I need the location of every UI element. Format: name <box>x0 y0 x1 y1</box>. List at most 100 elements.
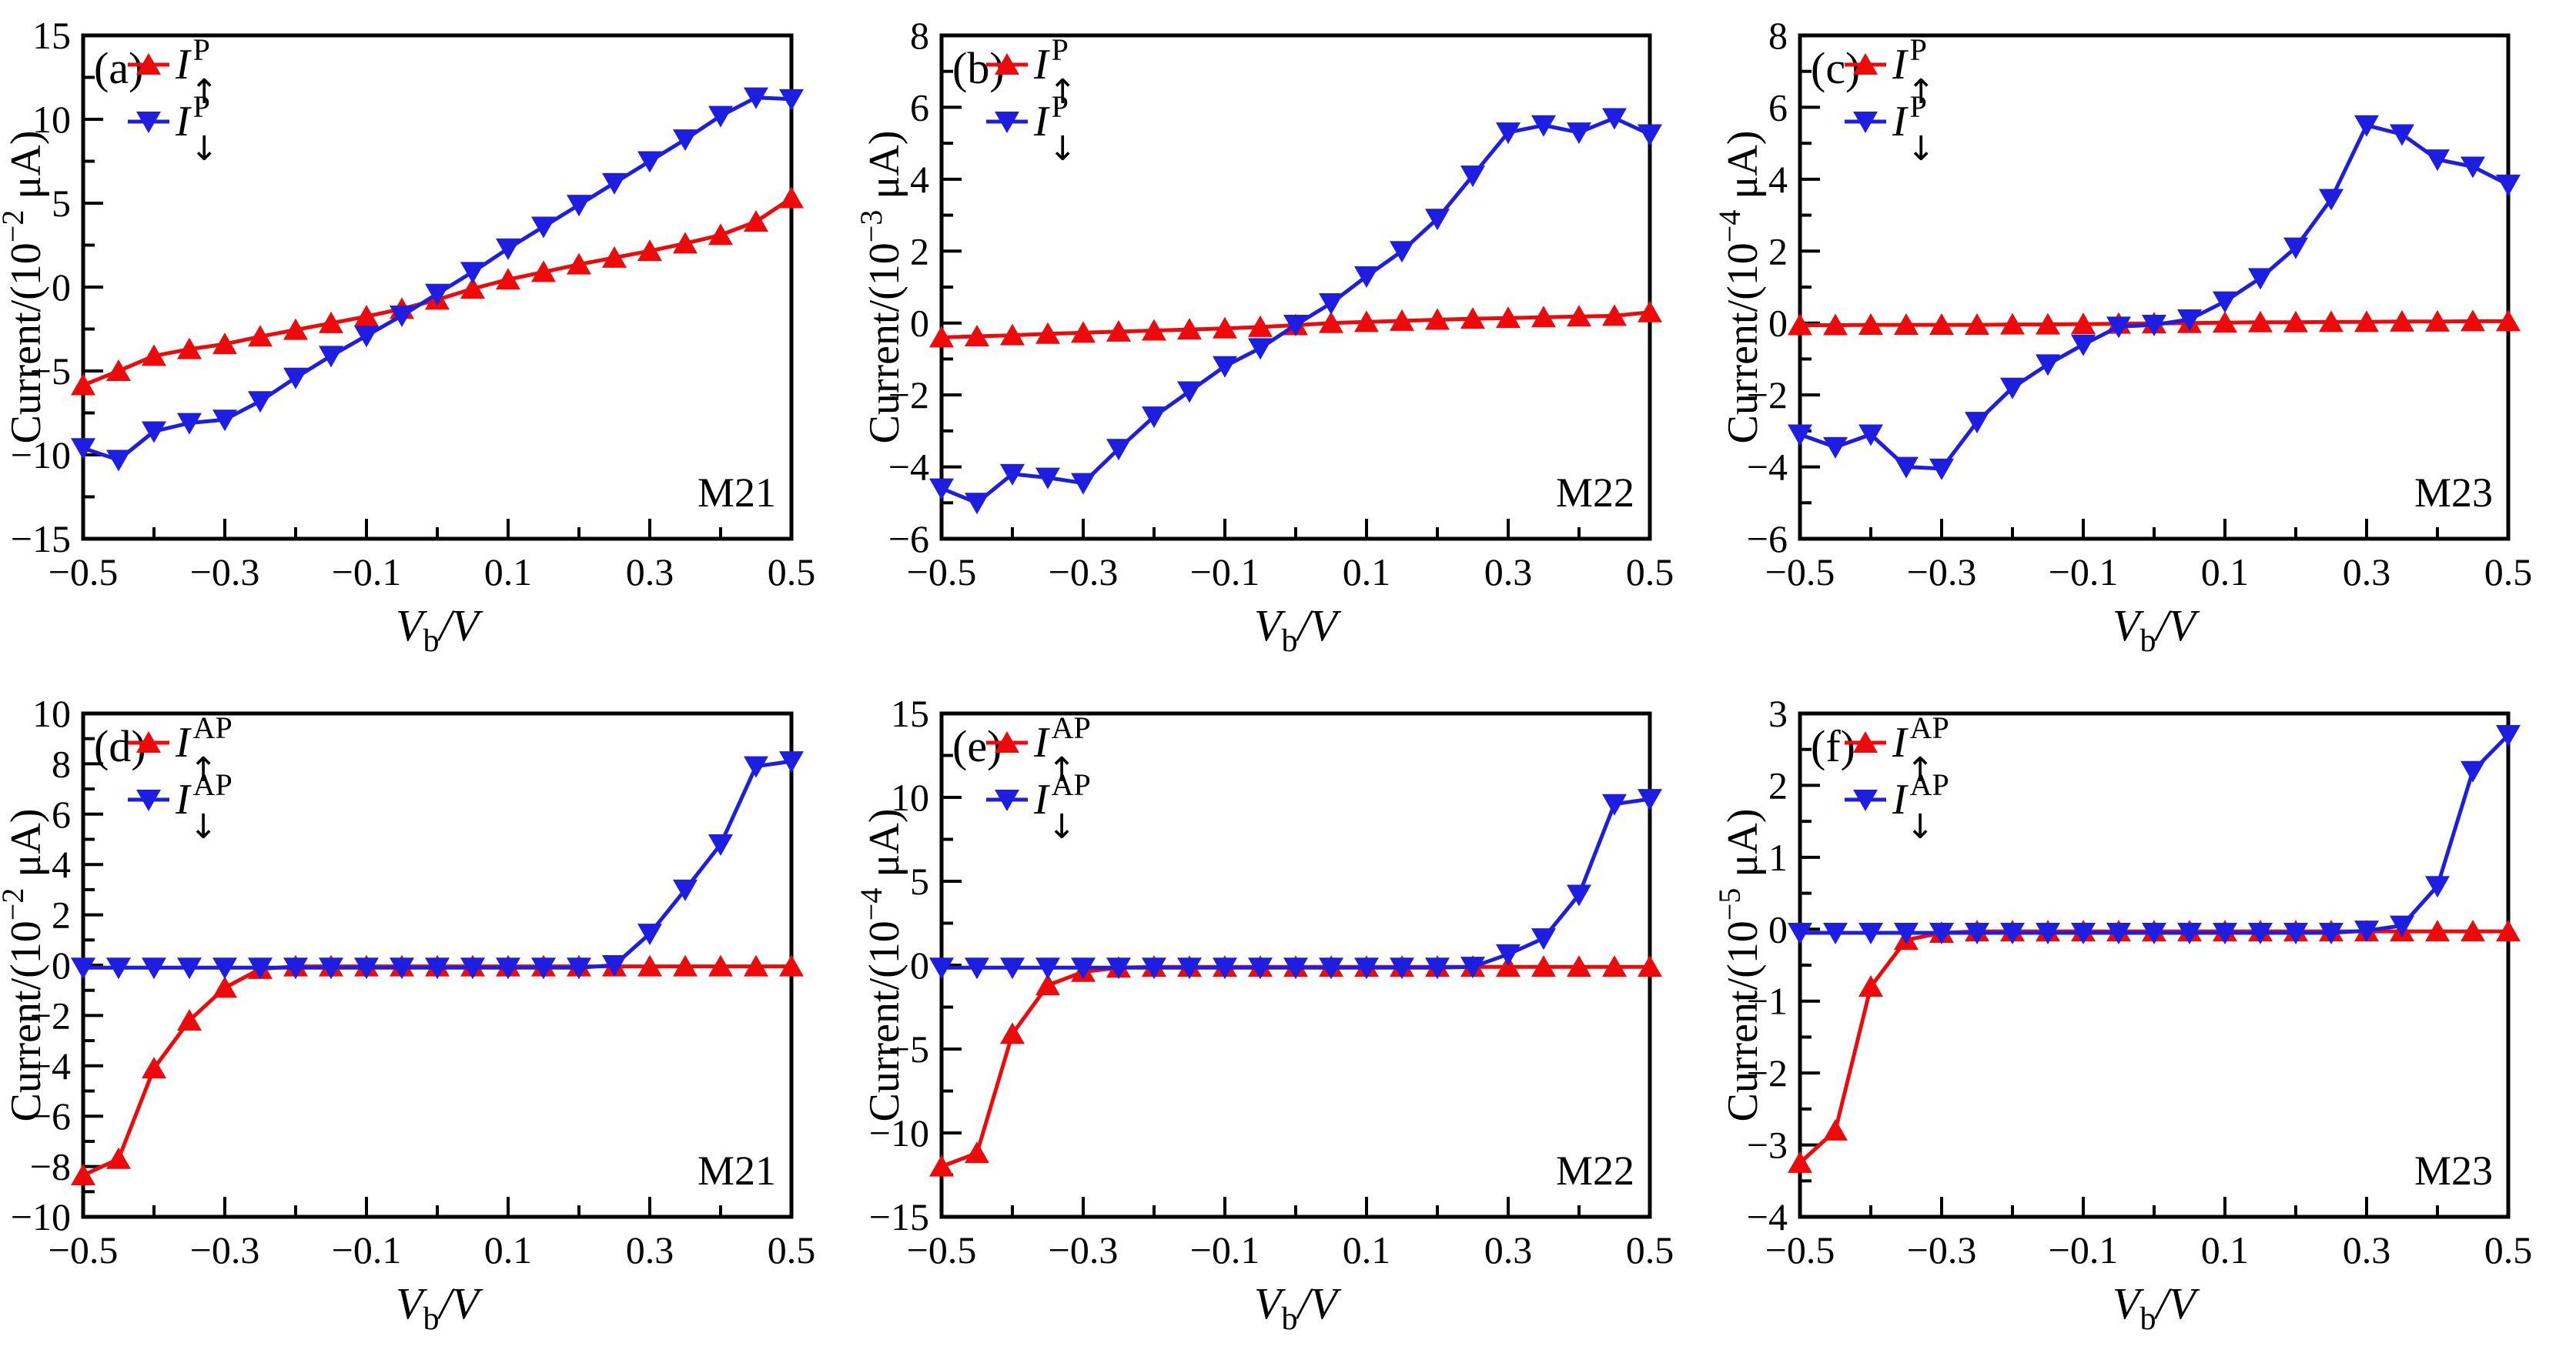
panel-cell-b: −0.5 −0.3 −0.1 0.1 0.3 0.5 −6 −4 −2 0 2 4 6 8 (b) I P ↑ I P… <box>854 0 1717 678</box>
triangle-down-marker <box>1965 922 1989 944</box>
triangle-up-marker <box>1567 955 1591 977</box>
y-tick-label: −10 <box>11 433 71 476</box>
y-axis-label: Current/(10−4 μA) <box>1717 131 1767 444</box>
y-tick-label: −15 <box>869 1195 929 1238</box>
triangle-down-marker <box>496 957 520 980</box>
triangle-down-marker <box>1000 957 1025 980</box>
y-tick-label: −10 <box>11 1195 71 1238</box>
triangle-down-marker <box>2213 922 2237 944</box>
x-axis-label: Vb/V <box>1254 600 1343 659</box>
triangle-up-marker <box>1035 974 1060 996</box>
legend-superscript: P <box>193 32 210 67</box>
device-label: M23 <box>2414 1148 2493 1194</box>
triangle-down-marker <box>1319 957 1343 980</box>
panel-cell-e: −0.5 −0.3 −0.1 0.1 0.3 0.5 −15 −10 −5 0 5 10 15 (e) I A… <box>854 678 1717 1356</box>
triangle-down-marker <box>1496 122 1521 145</box>
legend-arrow-subscript: ↓ <box>1906 807 1935 847</box>
x-tick-label: 0.1 <box>1343 1228 1391 1271</box>
legend-superscript: AP <box>1052 710 1091 745</box>
y-tick-label: −4 <box>1747 1195 1788 1238</box>
legend-arrow-subscript: ↑ <box>1049 72 1077 112</box>
x-tick-label: −0.3 <box>190 550 260 593</box>
x-tick-label: −0.1 <box>2049 1228 2119 1271</box>
triangle-down-marker <box>2496 725 2521 747</box>
x-tick-label: −0.1 <box>1190 550 1260 593</box>
y-tick-label: 8 <box>52 742 71 785</box>
x-axis-label-suffix: /V <box>437 1278 483 1328</box>
y-axis-label-unit: μA) <box>1719 809 1767 888</box>
y-tick-label: 2 <box>1768 764 1788 807</box>
triangle-up-marker <box>602 246 627 268</box>
x-tick-label: −0.1 <box>332 1228 402 1271</box>
triangle-up-marker <box>142 344 166 366</box>
triangle-down-marker <box>2248 922 2273 944</box>
triangle-up-marker <box>1000 1022 1025 1044</box>
y-tick-label: 2 <box>910 229 929 272</box>
y-tick-label: 0 <box>1768 907 1788 951</box>
triangle-up-marker <box>2354 310 2379 332</box>
panel-cell-d: −0.5 −0.3 −0.1 0.1 0.3 0.5 −10 −8 −6 −4 −2 0 2 4 6 8 10 (… <box>0 678 858 1356</box>
legend-label: I P ↓ <box>1033 89 1077 169</box>
legend-arrow-subscript: ↑ <box>190 72 219 112</box>
triangle-down-marker <box>1390 957 1414 980</box>
triangle-down-marker <box>1858 424 1883 446</box>
triangle-up-marker <box>2461 309 2485 332</box>
series-I-up-AP-line <box>1798 929 2508 1165</box>
y-tick-label: 8 <box>1768 14 1788 57</box>
panel-tag: (a) <box>94 43 143 93</box>
triangle-down-marker <box>1213 356 1237 378</box>
triangle-down-marker <box>1638 124 1662 146</box>
triangle-up-marker <box>1425 308 1450 330</box>
x-tick-label: 0.3 <box>1484 1228 1533 1271</box>
triangle-down-marker <box>1567 122 1591 145</box>
triangle-up-marker <box>567 252 591 275</box>
y-tick-label: −4 <box>888 446 929 489</box>
triangle-up-marker <box>744 209 768 232</box>
x-tick-label: −0.1 <box>332 550 402 593</box>
triangle-down-marker <box>425 283 450 306</box>
y-tick-label: −3 <box>1747 1124 1788 1167</box>
triangle-down-marker <box>177 413 202 435</box>
legend-superscript: AP <box>1052 767 1091 802</box>
triangle-down-marker <box>283 957 308 980</box>
triangle-up-marker <box>496 268 520 290</box>
y-axis-label: Current/(10−2 μA) <box>0 809 50 1122</box>
panel-cell-f: −0.5 −0.3 −0.1 0.1 0.3 0.5 −4 −3 −2 −1 0 1 2 3 (f) I AP ↑… <box>1712 678 2575 1356</box>
legend-label: I AP ↓ <box>1892 767 1949 847</box>
x-tick-label: 0.1 <box>2201 1228 2250 1271</box>
triangle-down-marker <box>1071 473 1096 495</box>
y-tick-label: 6 <box>910 85 929 129</box>
triangle-down-marker <box>1965 412 1989 434</box>
triangle-down-marker <box>2390 915 2414 937</box>
triangle-down-marker <box>1894 922 1919 944</box>
triangle-down-marker <box>779 751 804 774</box>
x-axis-label: Vb/V <box>2113 1278 2201 1337</box>
triangle-down-marker <box>1106 439 1131 461</box>
triangle-up-legend-marker <box>136 731 161 753</box>
x-axis-label-subscript: b <box>423 623 439 659</box>
triangle-down-marker <box>106 957 131 980</box>
triangle-up-marker <box>2036 312 2060 335</box>
triangle-down-marker <box>2390 124 2414 146</box>
triangle-up-legend-marker <box>1853 53 1878 75</box>
triangle-up-marker <box>283 318 308 340</box>
x-tick-label: −0.5 <box>49 1228 119 1271</box>
triangle-down-marker <box>2496 174 2521 196</box>
triangle-down-marker <box>2177 309 2202 332</box>
triangle-down-marker <box>1177 957 1202 980</box>
triangle-down-marker <box>1283 957 1308 980</box>
triangle-down-marker <box>708 105 733 128</box>
y-tick-label: −2 <box>30 994 71 1037</box>
triangle-down-marker <box>965 957 989 980</box>
triangle-down-marker <box>390 957 414 980</box>
triangle-down-marker <box>1248 338 1273 360</box>
panel-cell-c: −0.5 −0.3 −0.1 0.1 0.3 0.5 −6 −4 −2 0 2 4 6 8 (c) I P ↑ I P… <box>1712 0 2575 678</box>
x-tick-label: 0.1 <box>1343 550 1391 593</box>
triangle-down-marker <box>2036 354 2060 376</box>
triangle-down-marker <box>965 493 989 515</box>
legend-superscript: P <box>1910 89 1927 124</box>
triangle-down-marker <box>212 409 237 432</box>
legend-arrow-subscript: ↓ <box>1049 129 1077 169</box>
y-axis-label-exponent: −5 <box>1717 888 1747 921</box>
x-tick-label: −0.3 <box>1907 550 1977 593</box>
